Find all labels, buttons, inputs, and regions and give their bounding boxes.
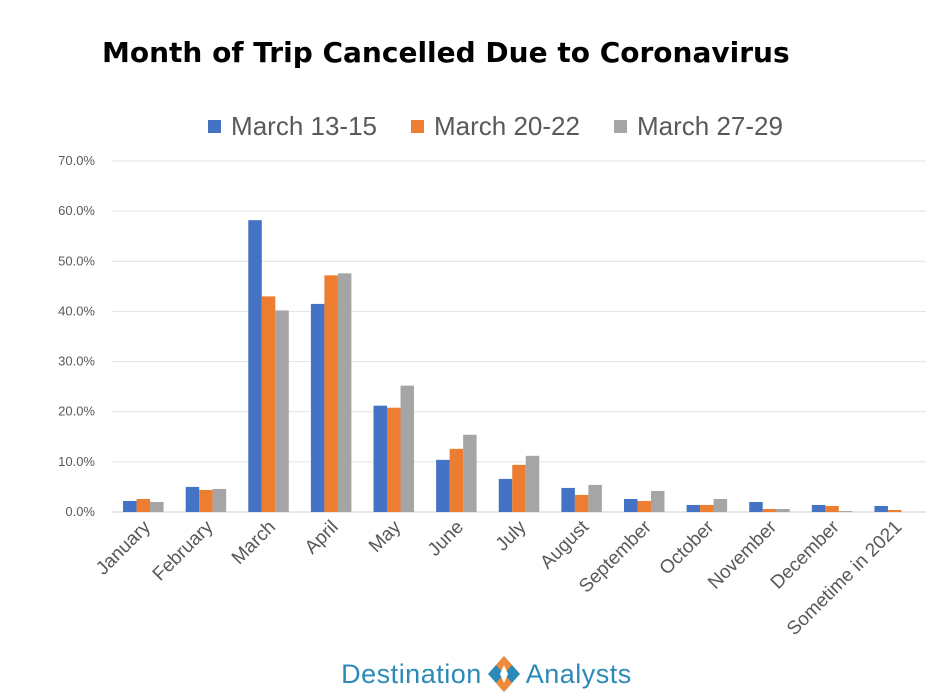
bar-3 [275, 310, 289, 512]
legend-item-series-3: March 27-29 [613, 110, 783, 142]
y-tick-label: 50.0% [58, 253, 95, 268]
bar-3 [713, 498, 728, 512]
logo-text-left: Destination [341, 658, 482, 689]
bar-2 [512, 464, 526, 512]
bar-2 [387, 407, 401, 512]
legend-swatch-series-2 [411, 119, 425, 133]
bar-2 [574, 494, 589, 512]
bar-2 [324, 275, 338, 512]
legend-label-series-1: March 13-15 [231, 110, 378, 141]
bar-1 [373, 405, 388, 512]
y-tick-label: 10.0% [58, 454, 95, 469]
x-tick-label: June [424, 517, 468, 561]
bar-2 [762, 508, 777, 512]
bar-2 [449, 448, 464, 512]
y-tick-label: 60.0% [58, 203, 95, 218]
gridlines [112, 160, 926, 513]
legend-label-series-2: March 20-22 [434, 110, 580, 141]
x-tick-label: October [656, 516, 719, 579]
bar-2 [136, 498, 151, 512]
legend-item-series-2: March 20-22 [411, 111, 580, 142]
x-tick-label: January [92, 516, 155, 579]
bar-3 [212, 488, 227, 512]
bar-chart: 0.0%10.0%20.0%30.0%40.0%50.0%60.0%70.0% … [58, 153, 926, 640]
bar-3 [337, 273, 352, 512]
bar-1 [749, 501, 763, 512]
bar-1 [185, 486, 200, 512]
bar-2 [825, 505, 839, 512]
x-tick-label: May [365, 516, 406, 557]
x-tick-label: July [492, 516, 531, 555]
logo-diamond-icon [487, 656, 520, 692]
y-tick-label: 40.0% [58, 303, 95, 318]
bar-1 [248, 220, 262, 512]
y-tick-label: 0.0% [65, 504, 95, 519]
bar-1 [498, 478, 513, 512]
bar-3 [650, 490, 665, 512]
bar-3 [400, 385, 415, 512]
x-tick-label: August [536, 516, 593, 573]
bar-3 [150, 501, 164, 512]
bar-1 [436, 459, 450, 512]
bar-2 [700, 504, 714, 512]
bar-1 [623, 498, 638, 512]
x-tick-label: Sometime in 2021 [783, 517, 906, 640]
bar-1 [811, 504, 826, 512]
y-tick-label: 30.0% [58, 354, 95, 369]
bars [123, 220, 902, 512]
bar-2 [637, 500, 651, 512]
logo-text-right: Analysts [525, 658, 632, 689]
x-tick-label: February [149, 516, 218, 585]
bar-1 [686, 504, 701, 512]
bar-1 [310, 303, 325, 512]
bar-3 [776, 508, 790, 512]
legend-item-series-1: March 13-15 [208, 111, 377, 142]
bar-2 [887, 509, 902, 512]
x-tick-label: April [301, 517, 343, 559]
bar-2 [199, 489, 213, 512]
legend: March 13-15 March 20-22 March 27-29 [0, 108, 951, 144]
y-tick-label: 20.0% [58, 404, 95, 419]
destination-analysts-logo: Destination Analysts [0, 652, 951, 696]
x-tick-label: March [228, 517, 280, 569]
chart-title: Month of Trip Cancelled Due to Coronavir… [102, 36, 790, 69]
legend-label-series-3: March 27-29 [636, 110, 783, 141]
bar-1 [874, 505, 888, 512]
legend-swatch-series-3 [613, 119, 627, 133]
bar-3 [588, 484, 602, 512]
bar-3 [463, 434, 477, 512]
bar-3 [525, 455, 540, 512]
bar-1 [123, 500, 137, 512]
y-tick-label: 70.0% [58, 153, 95, 168]
y-axis-tick-labels: 0.0% 10.0% 20.0% 30.0% 40.0% 50.0% 60.0% 70.0% [58, 153, 95, 519]
bar-2 [261, 296, 276, 512]
legend-swatch-series-1 [208, 119, 222, 133]
bar-1 [561, 487, 575, 512]
bar-3 [838, 510, 853, 512]
